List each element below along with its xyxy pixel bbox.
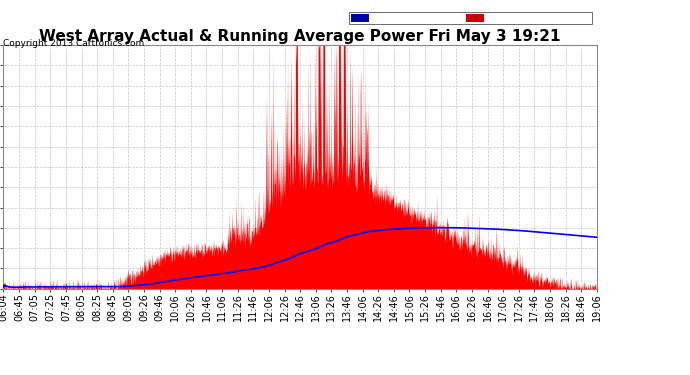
Text: Copyright 2013 Cartronics.com: Copyright 2013 Cartronics.com (3, 39, 145, 48)
Legend: Average  (DC Watts), West Array  (DC Watts): Average (DC Watts), West Array (DC Watts… (349, 12, 592, 24)
Title: West Array Actual & Running Average Power Fri May 3 19:21: West Array Actual & Running Average Powe… (39, 29, 561, 44)
